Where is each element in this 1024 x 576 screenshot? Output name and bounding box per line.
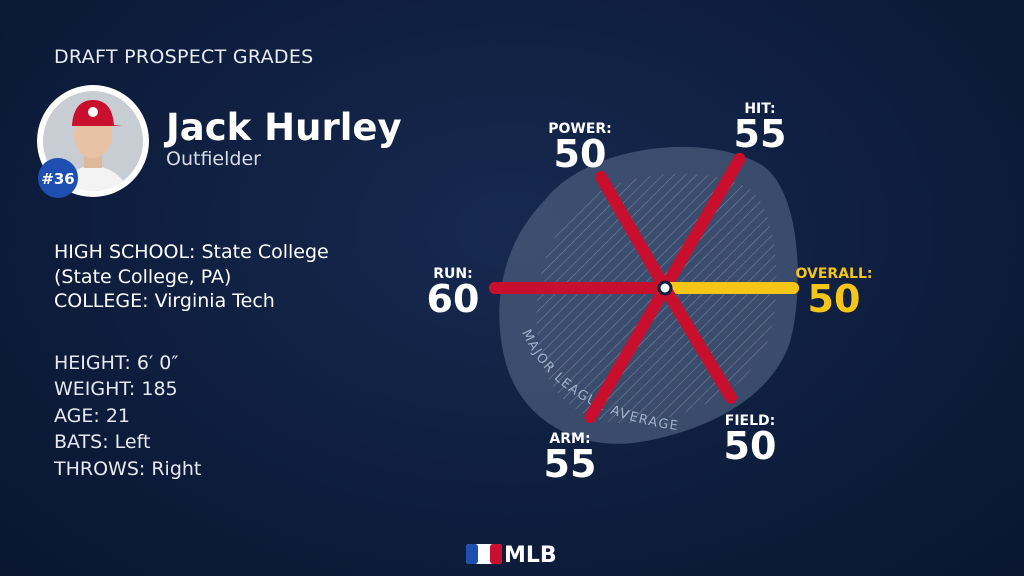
grade-label: POWER:	[548, 121, 612, 137]
grade-label: OVERALL:	[796, 266, 873, 282]
grade-spoke	[594, 171, 671, 294]
stat: HEIGHT: 6′ 0″	[54, 352, 179, 374]
grade-value: 55	[734, 112, 787, 156]
player-position: Outfielder	[166, 148, 261, 170]
college: COLLEGE: Virginia Tech	[54, 290, 275, 312]
stat: THROWS: Right	[54, 458, 202, 480]
number-badge	[38, 158, 78, 198]
stat: AGE: 21	[54, 405, 131, 427]
stat: BATS: Left	[54, 431, 151, 453]
grade-value: 55	[544, 442, 597, 486]
grade-spoke	[659, 152, 746, 294]
grade-spoke	[584, 282, 671, 424]
stat: WEIGHT: 185	[54, 378, 178, 400]
high-school: HIGH SCHOOL: State College (State Colleg…	[54, 241, 329, 288]
grade-label: FIELD:	[725, 413, 775, 429]
footer-logo: MLB	[504, 543, 557, 568]
grade-value: 50	[808, 277, 861, 321]
grade-value: 60	[427, 277, 480, 321]
mlb-logo-blue	[466, 544, 478, 564]
grade-label: HIT:	[744, 101, 775, 117]
grade-value: 50	[724, 424, 777, 468]
grade-label: ARM:	[549, 431, 590, 447]
player-name: Jack Hurley	[166, 106, 402, 149]
grade-label: RUN:	[433, 266, 472, 282]
grade-value: 50	[554, 132, 607, 176]
center-dot	[657, 280, 673, 296]
title: DRAFT PROSPECT GRADES	[54, 46, 314, 68]
grade-spoke	[659, 282, 737, 404]
mlb-logo-red	[490, 544, 502, 564]
player-number: #36	[41, 170, 74, 188]
